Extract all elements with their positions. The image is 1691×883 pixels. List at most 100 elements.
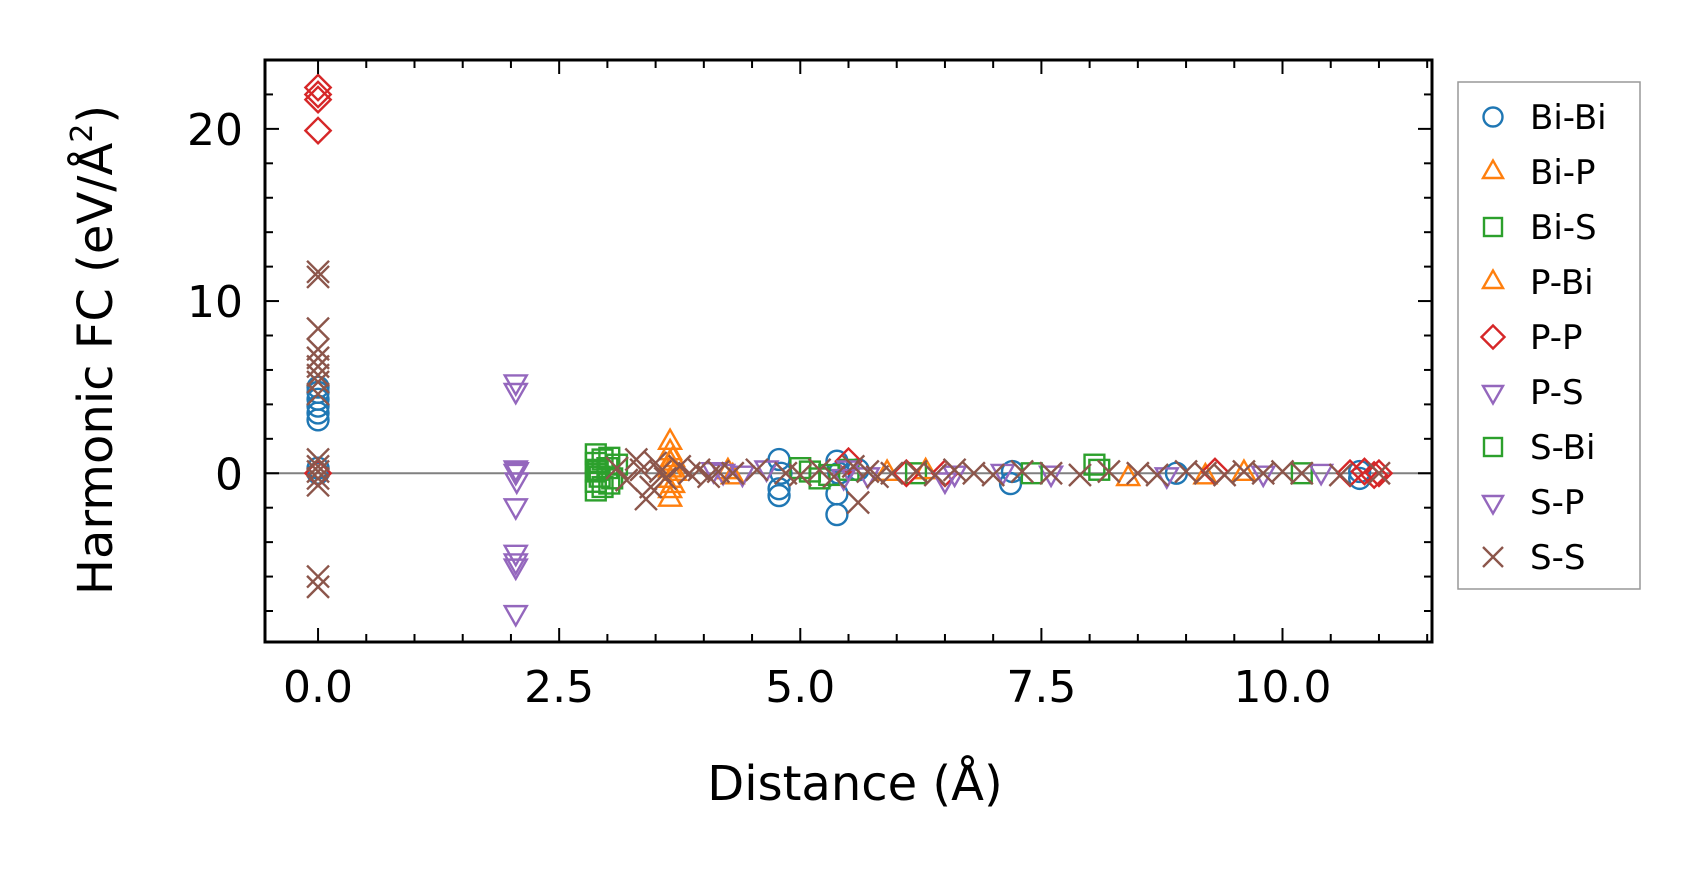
data-point (1308, 463, 1335, 487)
data-point (306, 473, 330, 498)
data-point (1125, 461, 1150, 486)
legend-marker (1482, 436, 1504, 458)
data-point (818, 463, 841, 487)
data-point (1193, 461, 1218, 486)
data-point (502, 558, 529, 582)
data-point (605, 456, 629, 480)
data-markers (303, 73, 1394, 628)
data-point (1251, 461, 1276, 486)
data-point (657, 484, 684, 507)
data-point (767, 477, 791, 501)
data-point (1328, 463, 1353, 487)
x-tick-label: 7.5 (1006, 662, 1076, 713)
data-point (303, 73, 333, 102)
legend-item: P-Bi (1480, 263, 1594, 303)
legend-label: Bi-Bi (1530, 98, 1607, 138)
data-point (962, 461, 986, 486)
data-point (629, 457, 653, 482)
legend-item: P-S (1480, 373, 1584, 413)
data-point (661, 458, 688, 482)
data-point (1037, 465, 1065, 489)
y-tick-label: 20 (187, 105, 243, 156)
x-tick-label: 0.0 (283, 662, 353, 713)
data-point (653, 466, 678, 491)
legend-item: Bi-S (1482, 208, 1597, 248)
data-point (1230, 458, 1257, 482)
legend-label: P-P (1530, 318, 1583, 358)
legend-label: P-S (1530, 373, 1584, 413)
data-point (638, 475, 663, 499)
legend-item: P-P (1479, 318, 1583, 358)
data-point (1232, 459, 1256, 484)
data-point (942, 457, 967, 482)
data-point (306, 370, 330, 394)
data-point (1364, 458, 1394, 488)
data-point (667, 454, 692, 479)
legend-label: S-P (1530, 483, 1584, 523)
data-point (788, 463, 813, 487)
data-point (874, 458, 901, 482)
data-point (502, 498, 529, 522)
data-point (880, 461, 904, 486)
data-point (719, 461, 746, 485)
data-point (834, 446, 863, 476)
data-point (306, 316, 330, 341)
data-point (1068, 463, 1092, 487)
data-point (865, 464, 890, 489)
data-point (904, 459, 928, 484)
data-point (306, 387, 330, 411)
data-point (1212, 463, 1237, 487)
x-tick-label: 2.5 (524, 662, 594, 713)
data-point (720, 461, 745, 486)
legend-marker (1482, 546, 1504, 568)
data-point (598, 446, 621, 469)
legend-marker (1480, 494, 1506, 516)
legend-marker (1480, 384, 1506, 406)
data-point (502, 604, 529, 628)
data-point (1290, 462, 1313, 485)
data-point (1270, 459, 1295, 484)
data-point (586, 458, 609, 481)
data-point (687, 457, 711, 482)
legend-label: S-S (1530, 538, 1585, 578)
data-point (598, 472, 621, 495)
data-point (502, 553, 529, 577)
data-point (1083, 453, 1106, 476)
data-point (306, 337, 330, 362)
data-point (614, 468, 639, 492)
legend-marker (1482, 216, 1504, 238)
data-point (1289, 461, 1314, 486)
data-point (981, 463, 1006, 487)
data-point (306, 447, 330, 472)
data-point (306, 346, 330, 370)
y-axis-title-main: Harmonic FC (eV/Å (67, 143, 124, 596)
legend-marker (1480, 158, 1506, 180)
legend-label: Bi-S (1530, 208, 1597, 248)
data-point (1192, 461, 1219, 485)
legend-item: Bi-P (1480, 153, 1596, 193)
data-point (846, 490, 870, 515)
data-point (931, 472, 959, 496)
data-point (1145, 463, 1169, 487)
legend-marker (1482, 106, 1504, 128)
plot-area (265, 60, 1432, 642)
axes: 0.0 2.5 5.0 7.5 10.0 0 10 20 (187, 58, 1434, 713)
data-point (303, 85, 333, 114)
data-point (1010, 459, 1034, 484)
data-point (745, 457, 769, 482)
y-axis-title: Harmonic FC (eV/Å2) (65, 105, 124, 595)
legend: Bi-Bi Bi-P Bi-S P-Bi P-P P-S S-Bi S-P S-S (1457, 81, 1641, 590)
y-axis-title-close: ) (68, 105, 124, 124)
data-point (303, 80, 333, 109)
data-point (807, 457, 832, 482)
data-point (306, 382, 330, 406)
series-s-s (306, 259, 1391, 599)
data-point (822, 464, 846, 489)
data-point (303, 116, 333, 145)
data-point (767, 483, 791, 508)
y-tick-label: 10 (187, 277, 243, 328)
data-point (306, 575, 330, 599)
legend-item: S-Bi (1482, 428, 1595, 468)
data-point (904, 462, 928, 485)
